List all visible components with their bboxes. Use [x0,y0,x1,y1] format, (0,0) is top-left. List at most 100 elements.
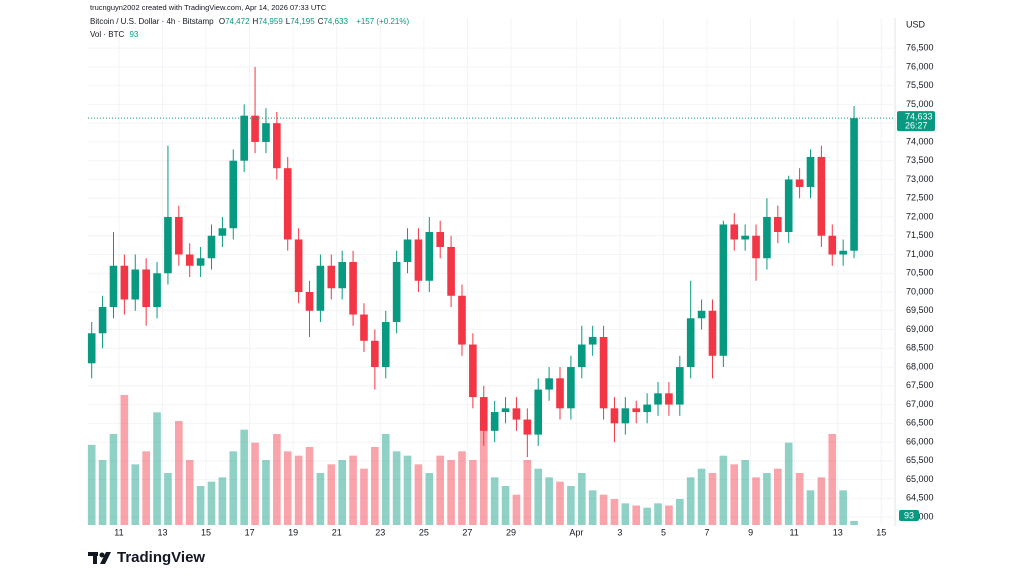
x-tick-label: 5 [661,527,666,537]
volume-bar [153,412,161,525]
volume-bar [599,494,608,525]
y-tick-label: 68,000 [906,361,934,371]
x-tick-label: 13 [833,527,843,537]
candle-body [425,231,434,281]
volume-bar [512,494,521,525]
candle-body [708,310,717,356]
attribution: trucnguyn2002 created with TradingView.c… [90,3,327,12]
candle-body [164,216,172,274]
volume-bar [294,455,303,525]
volume-bar [403,455,412,525]
volume-bar [730,464,739,525]
change: +157 (+0.21%) [356,17,410,26]
x-tick-label: 17 [245,527,255,537]
volume-bar [806,490,815,525]
candle-body [697,310,706,319]
volume-line: Vol · BTC 93 [90,30,141,39]
volume-bar [577,473,586,525]
candle-body [632,408,641,413]
volume-bar [251,442,259,525]
symbol-line: Bitcoin / U.S. Dollar · 4h · Bitstamp O7… [90,17,412,26]
candle-body [196,258,205,266]
volume-bar [588,490,597,525]
ohlc: O74,472 H74,959 L74,195 C74,633 [219,17,351,26]
volume-bar [142,451,150,525]
candle-body [294,239,303,293]
volume-bar [414,464,423,525]
candle-body [338,261,347,289]
x-tick-label: 27 [462,527,472,537]
candle-body [185,254,194,266]
volume-bar [447,460,455,525]
candle-body [251,115,259,142]
volume-bar [240,429,248,525]
candle-body [839,250,847,255]
volume-bar [109,434,118,525]
volume-label: Vol · BTC [90,30,125,39]
volume-bar [817,477,826,525]
y-tick-label: 66,000 [906,436,934,446]
y-tick-label: 70,000 [906,286,934,296]
volume-bar [567,486,575,525]
volume-bar [741,460,749,525]
x-tick-label: 23 [375,527,385,537]
candle-body [501,408,510,413]
volume-bar [610,499,619,525]
volume-tag [899,510,919,521]
y-tick-label: 68,500 [906,343,934,353]
volume-bar [327,464,336,525]
volume-bar [120,395,129,525]
candle-body [316,265,325,311]
volume-bar [392,451,401,525]
candle-body [153,273,161,308]
candle-body [577,344,586,368]
volume-bar [795,473,804,525]
candle-body [599,337,608,409]
candle-body [621,408,630,424]
y-tick-label: 76,500 [906,43,934,53]
candle-body [479,397,488,431]
volume-bar [360,468,368,525]
volume-bar [697,468,706,525]
volume-bar [752,477,760,525]
y-tick-label: 76,000 [906,61,934,71]
candle-body [665,393,673,405]
candle-body [87,333,96,364]
candle-body [229,160,238,229]
candle-body [392,261,401,323]
candle-body [436,231,445,247]
volume-bar [371,447,379,525]
candle-body [686,318,695,368]
candle-body [817,156,826,236]
candle-body [381,322,390,368]
volume-bar [828,434,837,525]
volume-bar [523,460,532,525]
y-tick-label: 69,000 [906,324,934,334]
last-price-label: 74,633 [905,112,933,122]
volume-bar [686,477,695,525]
volume-bar [490,477,499,525]
y-tick-label: 72,000 [906,211,934,221]
y-tick-label: 72,500 [906,193,934,203]
volume-bar [839,490,847,525]
candle-body [218,228,227,236]
y-tick-label: 64,000 [906,511,934,521]
y-tick-label: 73,000 [906,174,934,184]
volume-bar [469,460,477,525]
candle-body [414,239,423,281]
candle-body [490,412,499,431]
candle-body [556,378,564,409]
candle-body [273,123,281,169]
candle-body [305,292,314,311]
volume-bar [218,477,227,525]
volume-bar [338,460,347,525]
candle-body [447,246,455,296]
x-tick-label: 29 [506,527,516,537]
candle-body [784,179,793,232]
volume-value: 93 [129,30,139,39]
y-tick-label: 67,500 [906,380,934,390]
ohlc-value: 74,959 [258,17,283,26]
y-tick-label: 74,000 [906,136,934,146]
volume-bar [207,481,216,525]
